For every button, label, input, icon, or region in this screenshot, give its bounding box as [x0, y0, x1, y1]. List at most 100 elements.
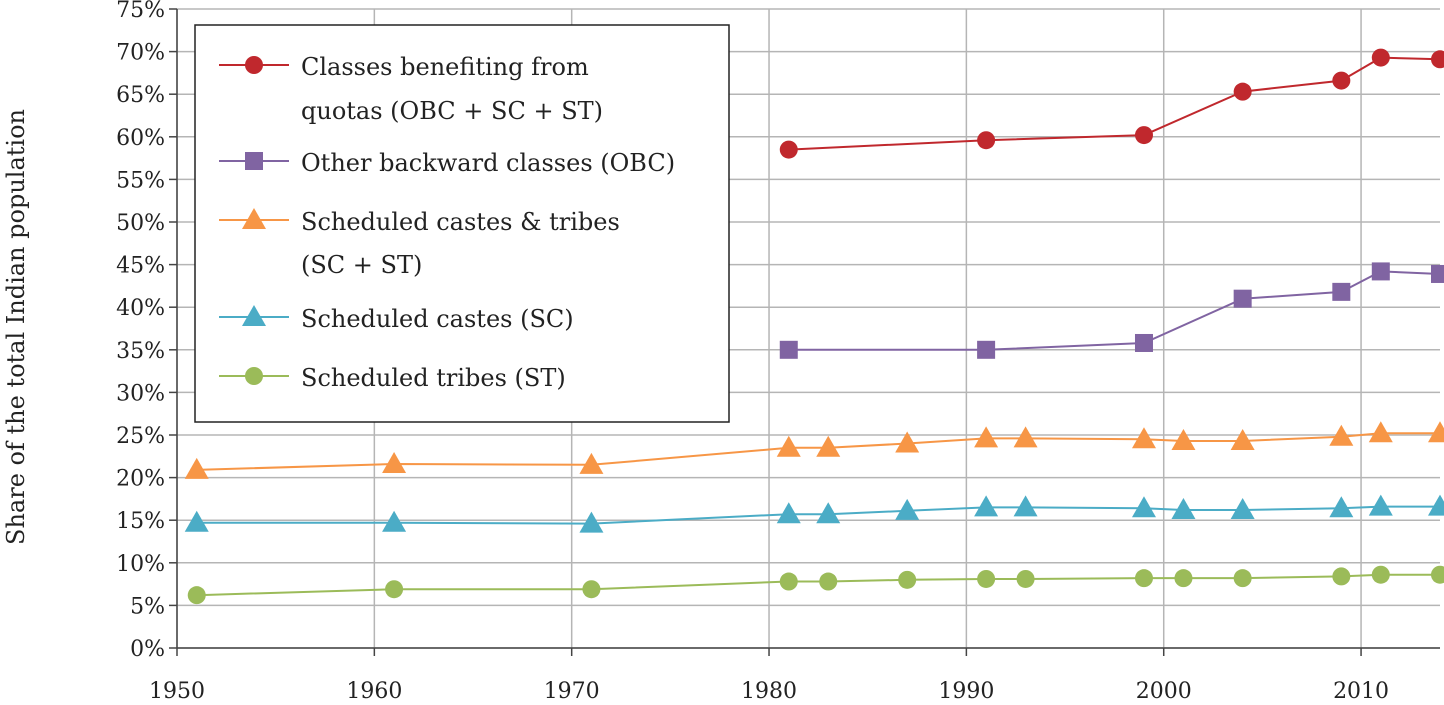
legend: Classes benefiting from quotas (OBC + SC … — [194, 24, 730, 423]
y-tick-label: 10% — [116, 552, 165, 577]
x-tick-label: 1970 — [544, 679, 600, 704]
x-tick-label: 1990 — [938, 679, 994, 704]
series-3 — [184, 494, 1444, 533]
data-point — [1134, 126, 1153, 145]
axes — [176, 9, 1440, 649]
data-point — [184, 457, 209, 479]
data-point — [1013, 495, 1038, 517]
data-point — [184, 510, 209, 532]
y-axis-title: Share of the total Indian population — [2, 109, 30, 545]
data-point — [977, 131, 996, 150]
data-point — [1371, 565, 1390, 584]
y-tick-label: 65% — [116, 83, 165, 108]
legend-swatch-marker — [245, 56, 263, 74]
data-point — [1233, 82, 1252, 101]
y-tick-label: 0% — [130, 637, 165, 662]
y-tick-label: 45% — [116, 254, 165, 279]
data-point — [582, 580, 601, 599]
data-point — [974, 426, 999, 448]
legend-label: Scheduled castes & tribes — [301, 208, 620, 236]
legend-swatch-marker — [242, 305, 266, 326]
data-point — [779, 140, 798, 159]
data-point — [1368, 494, 1393, 516]
data-point — [977, 340, 996, 359]
series-line — [196, 573, 1440, 597]
series-0 — [779, 48, 1444, 159]
data-point — [1329, 496, 1354, 518]
x-tick-label: 1960 — [346, 679, 402, 704]
data-point — [1230, 428, 1255, 450]
data-point — [1371, 48, 1390, 67]
data-point — [1332, 567, 1351, 586]
x-tick-label: 1950 — [149, 679, 205, 704]
legend-label: Classes benefiting from — [301, 53, 589, 81]
data-point — [776, 502, 801, 524]
data-point — [1332, 282, 1351, 301]
data-point — [579, 452, 604, 474]
series-group — [184, 48, 1444, 605]
x-tick-label: 2000 — [1136, 679, 1192, 704]
data-point — [1431, 50, 1444, 69]
series-4 — [187, 565, 1444, 605]
data-point — [187, 586, 206, 605]
data-point — [1233, 569, 1252, 588]
y-axis-ticks: 0% 5% 10% 15% 20% 25% 30% 35% 40% 45% 50% 55% 60% 65%… — [116, 0, 177, 662]
data-point — [1428, 421, 1444, 443]
data-point — [895, 431, 920, 453]
data-point — [1431, 565, 1444, 584]
legend-swatch-marker — [245, 367, 263, 385]
data-point — [1230, 497, 1255, 519]
data-point — [1233, 289, 1252, 308]
legend-label: quotas (OBC + SC + ST) — [301, 97, 603, 125]
data-point — [779, 572, 798, 591]
data-point — [819, 572, 838, 591]
data-point — [1329, 424, 1354, 446]
y-tick-label: 75% — [116, 0, 165, 23]
y-tick-label: 35% — [116, 339, 165, 364]
y-tick-label: 40% — [116, 296, 165, 321]
legend-entry: Scheduled castes (SC) — [219, 305, 574, 333]
x-axis-ticks: 1950 1960 1970 1980 1990 2000 2010 — [149, 648, 1389, 704]
data-point — [1428, 494, 1444, 516]
x-tick-label: 2010 — [1333, 679, 1389, 704]
x-tick-label: 1980 — [741, 679, 797, 704]
data-point — [1134, 569, 1153, 588]
y-tick-label: 55% — [116, 168, 165, 193]
data-point — [1431, 264, 1444, 283]
data-point — [1171, 497, 1196, 519]
y-tick-label: 70% — [116, 41, 165, 66]
data-point — [776, 435, 801, 457]
legend-label: Scheduled tribes (ST) — [301, 364, 566, 392]
data-point — [382, 510, 407, 532]
data-point — [977, 569, 996, 588]
y-tick-label: 25% — [116, 424, 165, 449]
legend-entry: Scheduled castes & tribes (SC + ST) — [219, 208, 620, 279]
data-point — [1016, 569, 1035, 588]
data-point — [1171, 428, 1196, 450]
data-point — [382, 451, 407, 473]
y-tick-label: 5% — [130, 594, 165, 619]
series-line — [196, 432, 1440, 471]
legend-entry: Scheduled tribes (ST) — [219, 364, 566, 392]
y-tick-label: 20% — [116, 467, 165, 492]
data-point — [1131, 427, 1156, 449]
series-line — [788, 56, 1441, 151]
data-point — [974, 495, 999, 517]
data-point — [579, 511, 604, 533]
data-point — [1131, 496, 1156, 518]
data-point — [898, 570, 917, 589]
data-point — [895, 498, 920, 520]
data-point — [816, 502, 841, 524]
legend-entry: Classes benefiting from quotas (OBC + SC … — [219, 53, 603, 125]
data-point — [385, 580, 404, 599]
legend-label: Scheduled castes (SC) — [301, 305, 574, 333]
data-point — [1332, 71, 1351, 90]
series-line — [196, 505, 1440, 525]
data-point — [1013, 426, 1038, 448]
data-point — [1371, 262, 1390, 281]
y-tick-label: 50% — [116, 211, 165, 236]
data-point — [779, 340, 798, 359]
legend-entry: Other backward classes (OBC) — [219, 149, 675, 177]
y-tick-label: 30% — [116, 381, 165, 406]
